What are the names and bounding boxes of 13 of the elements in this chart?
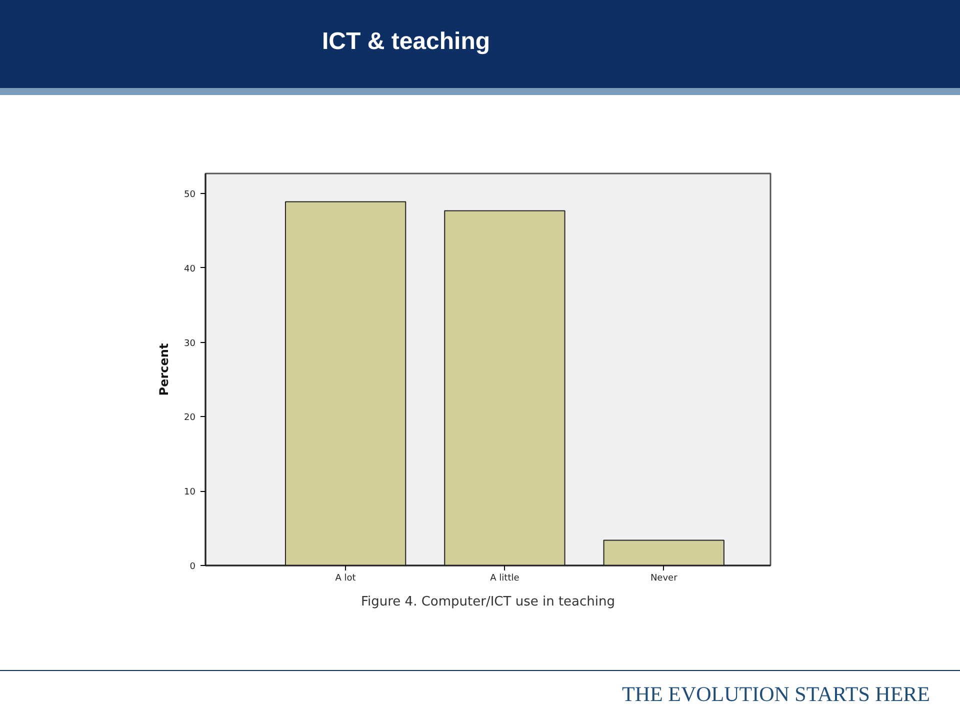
y-axis-title: Percent: [157, 343, 172, 396]
y-tick-label: 20: [184, 413, 196, 424]
y-tick-label: 30: [184, 338, 196, 349]
x-tick-label: Never: [650, 574, 678, 584]
x-axis-title: Figure 4. Computer/ICT use in teaching: [360, 594, 616, 610]
y-tick-label: 50: [184, 190, 196, 200]
chart-title: ICT & teaching: [322, 27, 490, 57]
y-tick-label: 10: [184, 488, 196, 498]
x-tick-label: A little: [490, 574, 520, 584]
y-tick-label: 40: [184, 264, 196, 274]
y-tick-label: 0: [190, 562, 196, 572]
text: THE EVOLUTION STARTS HERE: [622, 681, 930, 708]
x-tick-label: A lot: [335, 574, 356, 584]
